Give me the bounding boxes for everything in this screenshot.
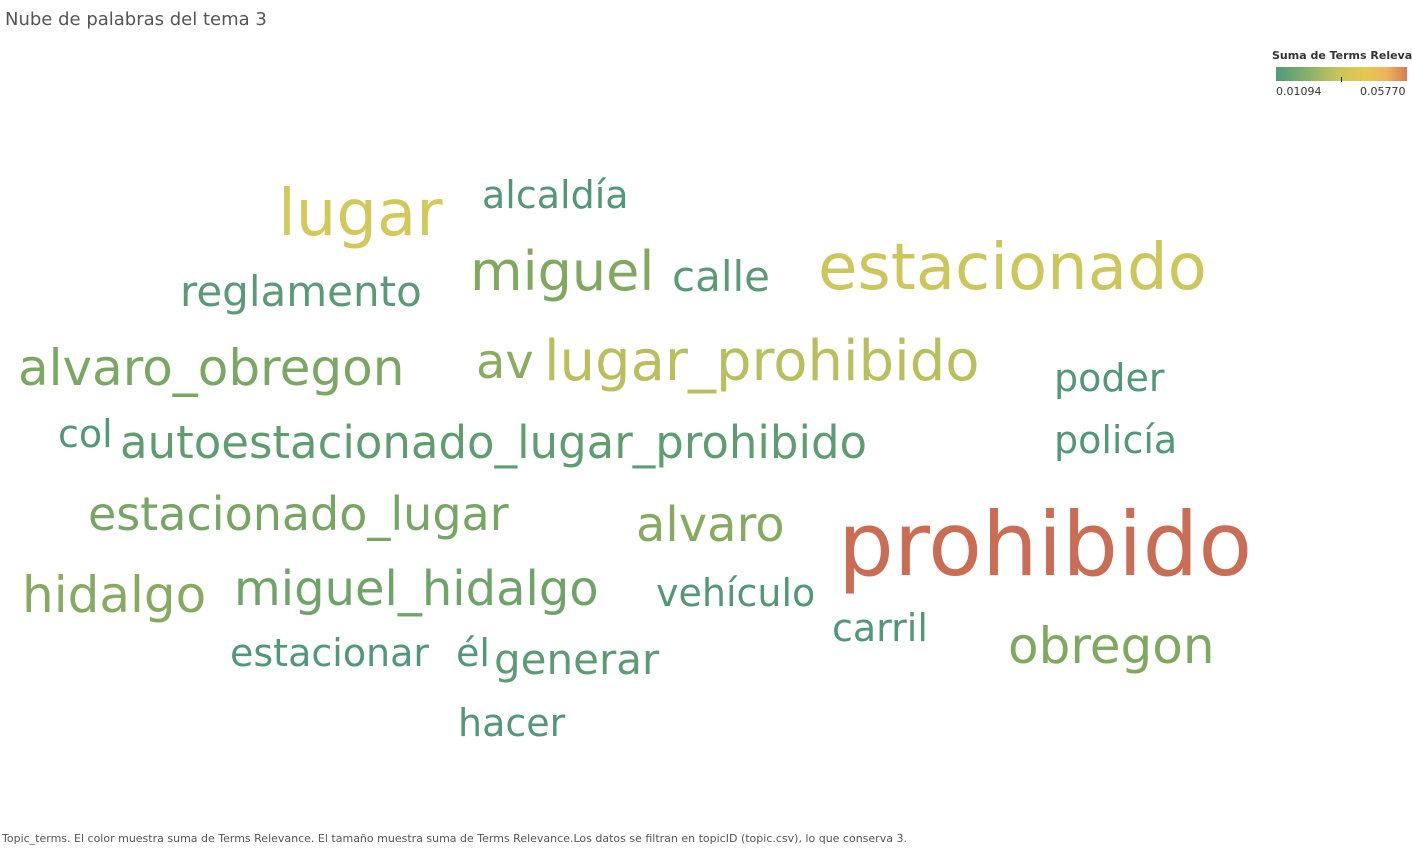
word-polic-a[interactable]: policía (1054, 418, 1178, 463)
word-calle[interactable]: calle (672, 252, 771, 302)
word-miguel[interactable]: miguel (470, 239, 655, 303)
legend-color-ramp (1276, 67, 1407, 81)
word-miguel_hidalgo[interactable]: miguel_hidalgo (234, 560, 599, 617)
word-poder[interactable]: poder (1054, 356, 1165, 401)
word-autoestacionado_lugar_prohibido[interactable]: autoestacionado_lugar_prohibido (120, 415, 868, 469)
word-estacionado_lugar[interactable]: estacionado_lugar (88, 487, 509, 542)
word-hacer[interactable]: hacer (458, 701, 566, 746)
word-veh-culo[interactable]: vehículo (656, 571, 816, 616)
word-estacionado[interactable]: estacionado (818, 231, 1207, 306)
word-alvaro[interactable]: alvaro (636, 496, 785, 553)
legend-title: Suma de Terms Relevan.. (1272, 49, 1412, 62)
word-hidalgo[interactable]: hidalgo (22, 566, 207, 624)
word-alvaro_obregon[interactable]: alvaro_obregon (18, 339, 405, 397)
word-col[interactable]: col (58, 412, 113, 457)
legend-max-label: 0.05770 (1360, 85, 1406, 98)
word-reglamento[interactable]: reglamento (180, 267, 422, 317)
legend-tick (1341, 77, 1342, 82)
word-lugar[interactable]: lugar (278, 177, 443, 252)
word-lugar_prohibido[interactable]: lugar_prohibido (544, 329, 980, 395)
word-obregon[interactable]: obregon (1008, 617, 1215, 675)
word-estacionar[interactable]: estacionar (230, 631, 430, 676)
word-av[interactable]: av (476, 333, 534, 390)
legend-min-label: 0.01094 (1276, 85, 1322, 98)
word--l[interactable]: él (456, 631, 490, 676)
word-alcald-a[interactable]: alcaldía (482, 173, 629, 218)
word-generar[interactable]: generar (494, 635, 660, 685)
caption-footer: Topic_terms. El color muestra suma de Te… (2, 832, 907, 845)
sheet-title: Nube de palabras del tema 3 (5, 9, 267, 30)
color-legend[interactable]: Suma de Terms Relevan.. 0.01094 0.05770 (1270, 47, 1412, 103)
word-carril[interactable]: carril (832, 606, 928, 651)
word-prohibido[interactable]: prohibido (838, 493, 1253, 597)
